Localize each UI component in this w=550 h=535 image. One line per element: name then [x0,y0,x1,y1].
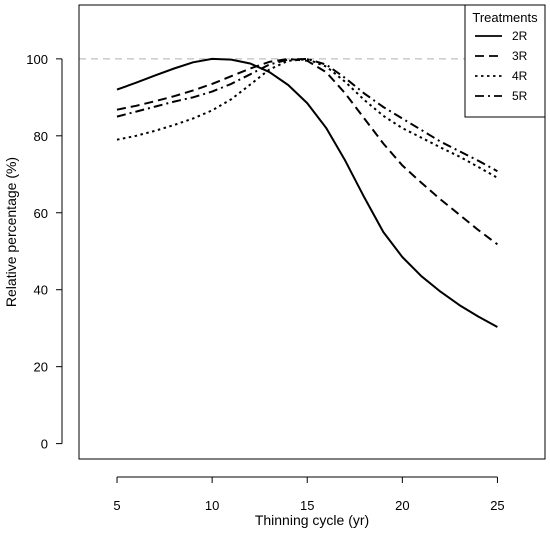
y-tick-label: 100 [26,52,48,67]
plot-frame [78,4,546,460]
y-tick-label: 0 [41,437,48,452]
legend-items: 2R 3R 4R 5R [475,29,528,103]
y-tick-label: 20 [34,360,48,375]
x-tick-label: 25 [490,498,504,513]
y-tick-label: 60 [34,206,48,221]
legend-label-4r: 4R [512,69,528,83]
y-axis-title: Relative percentage (%) [3,157,19,307]
legend-label-5r: 5R [512,89,528,103]
series-line-4r [116,58,498,179]
axes-layer: 5 10 15 20 25 0 20 40 60 80 100 [26,52,504,513]
legend-label-3r: 3R [512,49,528,63]
x-tick-label: 15 [300,498,314,513]
x-tick-label: 20 [395,498,409,513]
legend-label-2r: 2R [512,29,528,43]
series-line-3r [116,57,498,246]
x-tick-label: 5 [113,498,120,513]
series-layer [116,57,498,328]
series-line-5r [116,57,498,173]
y-tick-label: 40 [34,283,48,298]
series-line-2r [116,57,498,328]
legend-box [464,4,546,118]
y-tick-label: 80 [34,129,48,144]
x-tick-label: 10 [205,498,219,513]
x-axis-title: Thinning cycle (yr) [255,512,369,528]
legend: Treatments 2R 3R 4R 5R [464,4,546,118]
legend-title: Treatments [472,10,538,25]
